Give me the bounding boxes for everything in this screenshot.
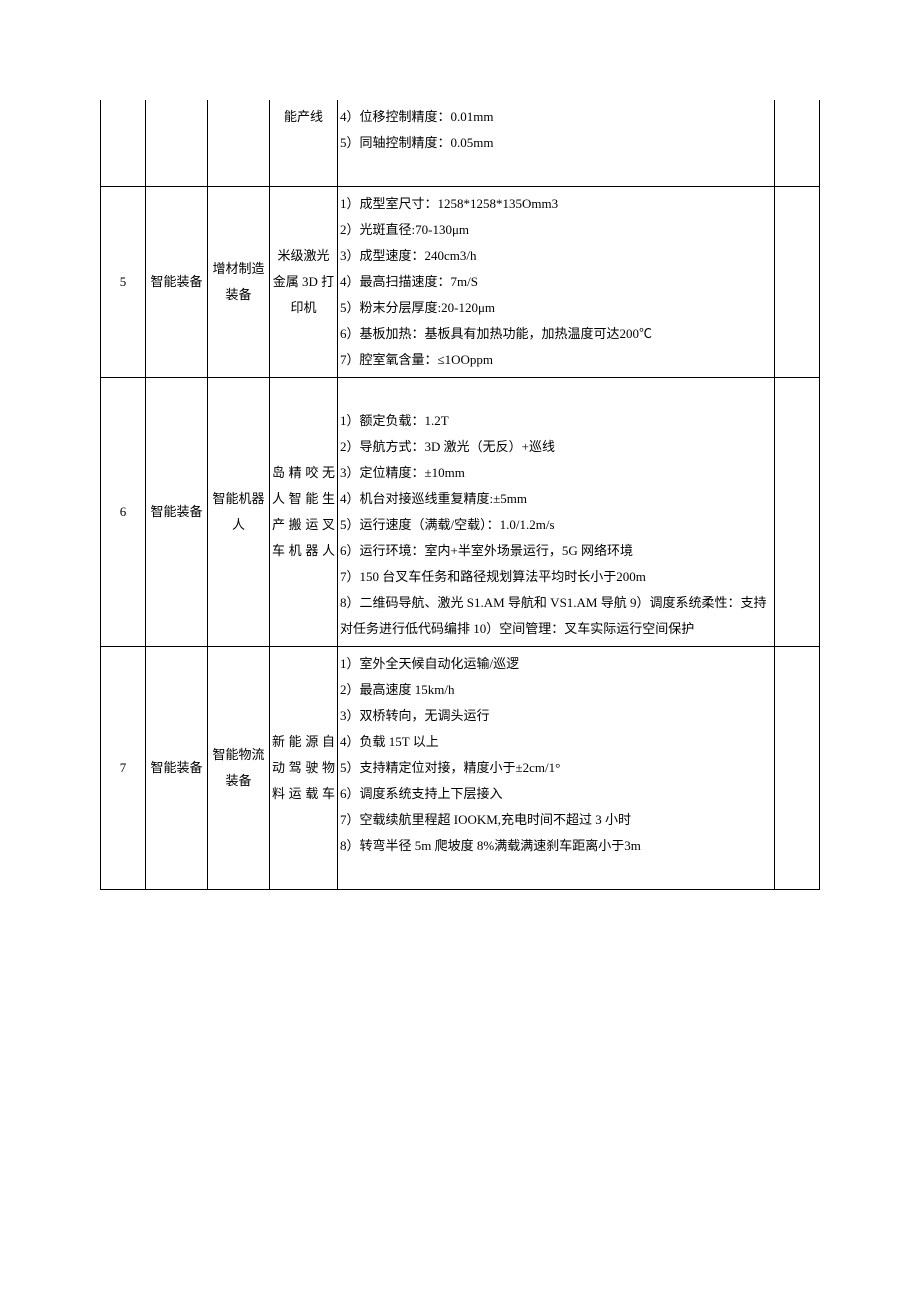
spec-line: 2）导航方式：3D 激光（无反）+巡线 bbox=[340, 434, 772, 460]
spec-line: 4）机台对接巡线重复精度:±5mm bbox=[340, 486, 772, 512]
spec-line: 2）最高速度 15km/h bbox=[340, 677, 772, 703]
cell-cat2: 增材制造装备 bbox=[208, 187, 270, 378]
cell-cat2: 智能机器人 bbox=[208, 378, 270, 647]
spec-line bbox=[340, 382, 772, 408]
spec-line: 4）位移控制精度：0.01mm bbox=[340, 104, 772, 130]
cell-cat2: 智能物流装备 bbox=[208, 647, 270, 890]
spec-line: 2）光斑直径:70-130μm bbox=[340, 217, 772, 243]
cell-last bbox=[775, 378, 820, 647]
cell-cat2 bbox=[208, 100, 270, 187]
spec-line: 6）调度系统支持上下层接入 bbox=[340, 781, 772, 807]
table-row: 能产线 4）位移控制精度：0.01mm 5）同轴控制精度：0.05mm bbox=[101, 100, 820, 187]
cell-spec: 1）室外全天候自动化运输/巡逻 2）最高速度 15km/h 3）双桥转向，无调头… bbox=[338, 647, 775, 890]
cell-num: 7 bbox=[101, 647, 146, 890]
cell-cat1: 智能装备 bbox=[146, 378, 208, 647]
table-row: 5 智能装备 增材制造装备 米级激光金属 3D 打印机 1）成型室尺寸：1258… bbox=[101, 187, 820, 378]
spec-line: 1）额定负载：1.2T bbox=[340, 408, 772, 434]
spec-line: 4）最高扫描速度：7m/S bbox=[340, 269, 772, 295]
spec-line: 3）双桥转向，无调头运行 bbox=[340, 703, 772, 729]
spec-line: 5）粉末分层厚度:20-120μm bbox=[340, 295, 772, 321]
cell-spec: 4）位移控制精度：0.01mm 5）同轴控制精度：0.05mm bbox=[338, 100, 775, 187]
spec-line: 3）定位精度：±10mm bbox=[340, 460, 772, 486]
spec-line: 1）成型室尺寸：1258*1258*135Omm3 bbox=[340, 191, 772, 217]
spec-line: 5）同轴控制精度：0.05mm bbox=[340, 130, 772, 156]
spec-line bbox=[340, 156, 772, 182]
spec-line: 7）150 台叉车任务和路径规划算法平均时长小于200m bbox=[340, 564, 772, 590]
spec-line: 3）成型速度：240cm3/h bbox=[340, 243, 772, 269]
spec-line: 6）运行环境：室内+半室外场景运行，5G 网络环境 bbox=[340, 538, 772, 564]
spec-line: 8）转弯半径 5m 爬坡度 8%满载满速刹车距离小于3m bbox=[340, 833, 772, 859]
spec-line: 5）支持精定位对接，精度小于±2cm/1° bbox=[340, 755, 772, 781]
cell-cat1: 智能装备 bbox=[146, 647, 208, 890]
table-row: 7 智能装备 智能物流装备 新 能 源 自动驾驶物料运载车 1）室外全天候自动化… bbox=[101, 647, 820, 890]
spec-line: 1）室外全天候自动化运输/巡逻 bbox=[340, 651, 772, 677]
cell-num bbox=[101, 100, 146, 187]
cell-spec: 1）成型室尺寸：1258*1258*135Omm3 2）光斑直径:70-130μ… bbox=[338, 187, 775, 378]
cell-last bbox=[775, 100, 820, 187]
spec-line: 8）二维码导航、激光 S1.AM 导航和 VS1.AM 导航 9）调度系统柔性：… bbox=[340, 590, 772, 642]
spec-line bbox=[340, 859, 772, 885]
cell-num: 6 bbox=[101, 378, 146, 647]
spec-line: 7）腔室氧含量：≤1OOppm bbox=[340, 347, 772, 373]
spec-line: 6）基板加热：基板具有加热功能，加热温度可达200℃ bbox=[340, 321, 772, 347]
spec-line: 4）负载 15T 以上 bbox=[340, 729, 772, 755]
cell-name: 米级激光金属 3D 打印机 bbox=[270, 187, 338, 378]
cell-name: 能产线 bbox=[270, 100, 338, 187]
cell-num: 5 bbox=[101, 187, 146, 378]
cell-cat1 bbox=[146, 100, 208, 187]
table-row: 6 智能装备 智能机器人 岛 精 咬 无人智能生产搬运叉车机器人 1）额定负载：… bbox=[101, 378, 820, 647]
cell-name: 新 能 源 自动驾驶物料运载车 bbox=[270, 647, 338, 890]
cell-last bbox=[775, 187, 820, 378]
cell-last bbox=[775, 647, 820, 890]
cell-spec: 1）额定负载：1.2T 2）导航方式：3D 激光（无反）+巡线 3）定位精度：±… bbox=[338, 378, 775, 647]
cell-cat1: 智能装备 bbox=[146, 187, 208, 378]
equipment-table: 能产线 4）位移控制精度：0.01mm 5）同轴控制精度：0.05mm 5 智能… bbox=[100, 100, 820, 890]
spec-line: 5）运行速度（满载/空载）：1.0/1.2m/s bbox=[340, 512, 772, 538]
spec-line: 7）空载续航里程超 IOOKM,充电时间不超过 3 小时 bbox=[340, 807, 772, 833]
cell-name: 岛 精 咬 无人智能生产搬运叉车机器人 bbox=[270, 378, 338, 647]
